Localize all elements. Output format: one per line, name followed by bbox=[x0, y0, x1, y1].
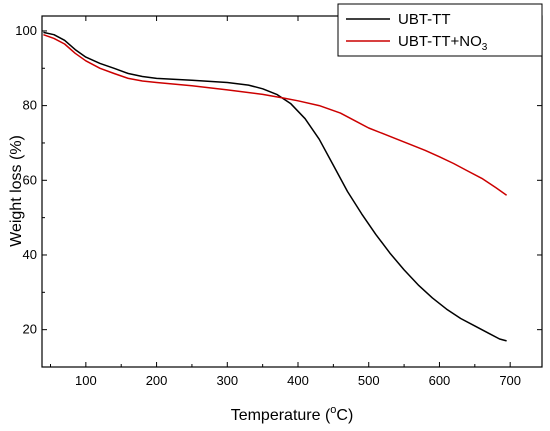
legend-box bbox=[337, 3, 543, 57]
x-axis-title: Temperature (oC) bbox=[231, 404, 354, 424]
y-axis-title: Weight loss (%) bbox=[8, 135, 25, 247]
x-tick-label: 400 bbox=[287, 373, 309, 388]
legend: UBT-TT UBT-TT+NO3 bbox=[337, 3, 543, 57]
y-tick-label: 60 bbox=[23, 172, 37, 187]
y-tick-label: 40 bbox=[23, 247, 37, 262]
x-tick-label: 600 bbox=[429, 373, 451, 388]
x-axis-title-degree: o bbox=[330, 404, 336, 416]
legend-label-ubt-tt-no3: UBT-TT+NO3 bbox=[398, 33, 488, 53]
x-tick-label: 200 bbox=[146, 373, 168, 388]
x-tick-label: 500 bbox=[358, 373, 380, 388]
plot-frame bbox=[41, 15, 543, 368]
x-tick-label: 300 bbox=[216, 373, 238, 388]
x-tick-label: 700 bbox=[499, 373, 521, 388]
axis-ticks: 100 200 300 400 500 600 700 20 40 60 80 100 bbox=[15, 16, 542, 388]
y-tick-label: 80 bbox=[23, 98, 37, 113]
legend-subscript: 3 bbox=[482, 42, 488, 53]
series-line-ubt-tt bbox=[43, 31, 507, 342]
y-tick-label: 100 bbox=[15, 23, 37, 38]
series-layer bbox=[43, 31, 508, 342]
x-tick-label: 100 bbox=[75, 373, 97, 388]
series-line-ubt-tt-no3 bbox=[43, 33, 508, 196]
y-tick-label: 20 bbox=[23, 322, 37, 337]
legend-label-ubt-tt: UBT-TT bbox=[398, 11, 451, 28]
